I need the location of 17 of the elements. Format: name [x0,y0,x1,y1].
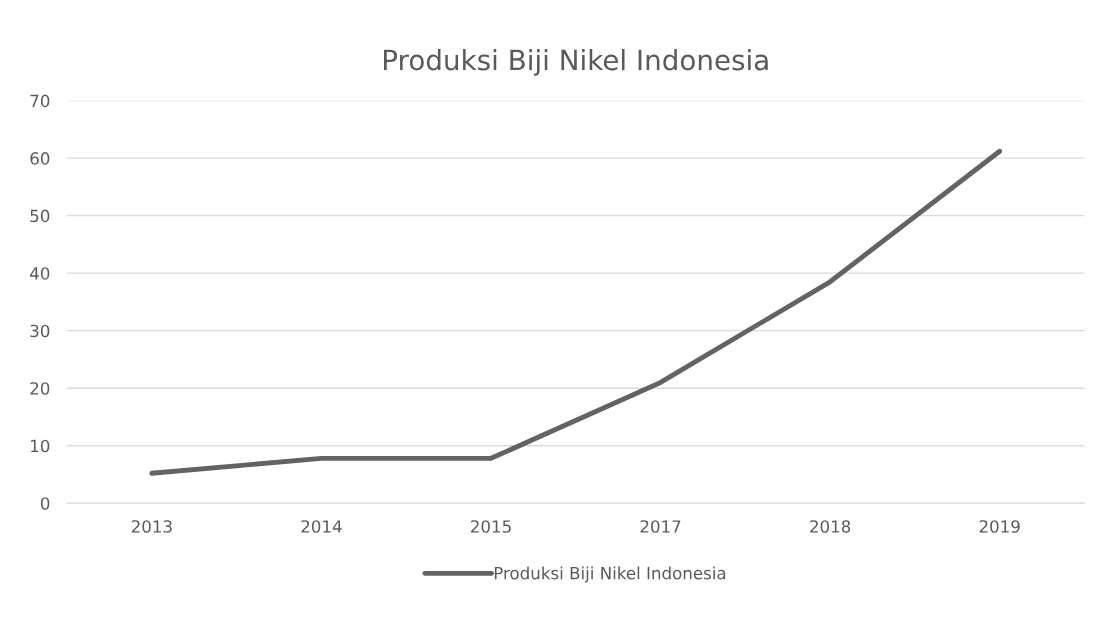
y-tick-label: 20 [30,382,50,395]
x-tick-label: 2013 [131,520,172,533]
y-tick-label: 0 [40,497,50,510]
y-tick-label: 30 [30,324,50,338]
x-tick-label: 2017 [640,520,681,533]
x-tick-label: 2019 [979,520,1020,533]
x-tick-label: 2014 [301,520,342,533]
legend-label: Produksi Biji Nikel Indonesia [494,566,726,583]
y-tick-label: 60 [30,152,50,165]
y-tick-label: 40 [30,267,50,280]
x-tick-label: 2015 [471,520,511,533]
line-series [149,148,1003,476]
y-tick-label: 10 [31,439,50,453]
x-tick-label: 2018 [810,520,851,533]
chart-title: Produksi Biji Nikel Indonesia [384,48,768,76]
y-tick-label: 70 [30,94,50,108]
y-tick-label: 50 [30,209,50,223]
